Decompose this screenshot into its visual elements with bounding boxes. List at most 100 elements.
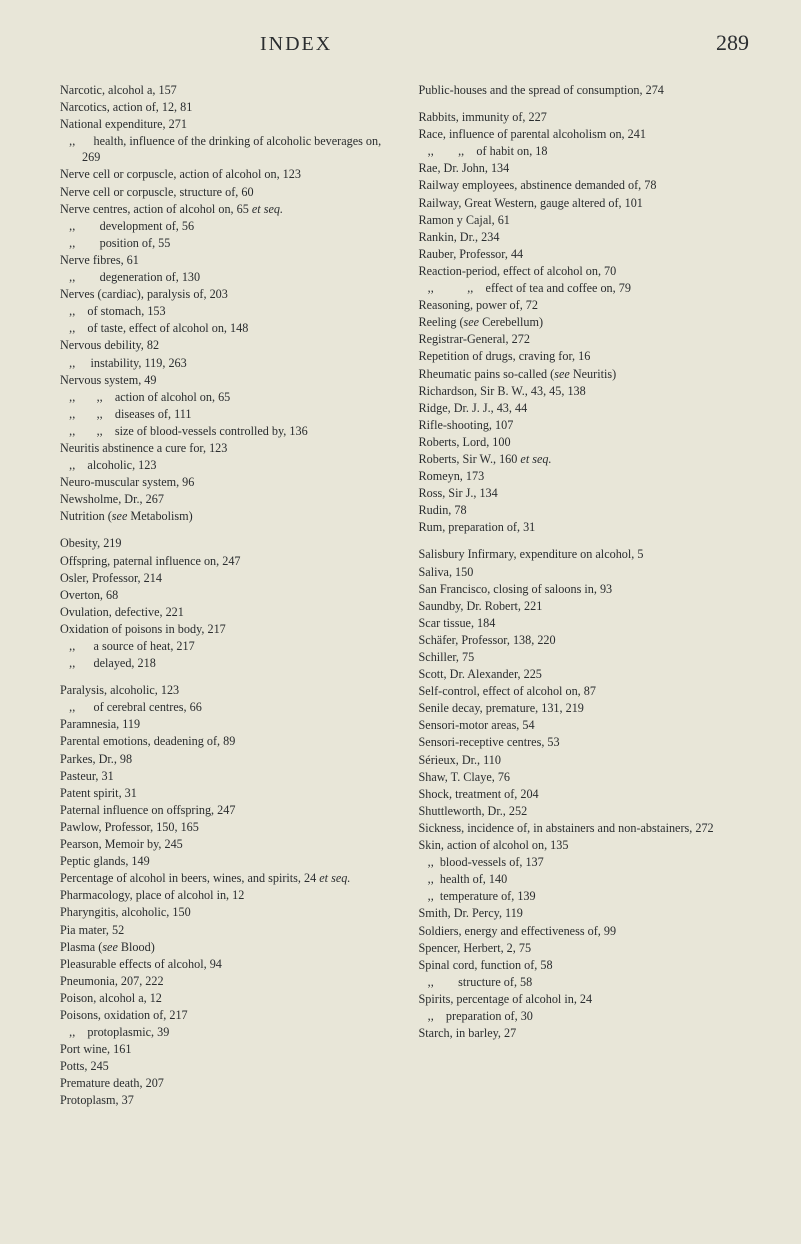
index-entry: Roberts, Lord, 100	[419, 434, 760, 450]
index-entry: Senile decay, premature, 131, 219	[419, 700, 760, 716]
index-entry: Sickness, incidence of, in abstainers an…	[419, 820, 760, 836]
index-entry: ,, preparation of, 30	[419, 1008, 760, 1024]
paragraph-gap	[60, 525, 401, 535]
index-entry: Narcotics, action of, 12, 81	[60, 99, 401, 115]
index-entry: Pneumonia, 207, 222	[60, 973, 401, 989]
index-entry: Spinal cord, function of, 58	[419, 957, 760, 973]
index-entry: Pharmacology, place of alcohol in, 12	[60, 887, 401, 903]
index-entry: Paramnesia, 119	[60, 716, 401, 732]
index-entry: Pearson, Memoir by, 245	[60, 836, 401, 852]
index-entry: Nerve fibres, 61	[60, 252, 401, 268]
index-entry: Parkes, Dr., 98	[60, 751, 401, 767]
left-column: Narcotic, alcohol a, 157Narcotics, actio…	[60, 82, 401, 1110]
paragraph-gap	[419, 99, 760, 109]
index-entry: Nervous system, 49	[60, 372, 401, 388]
index-entry: Nerve cell or corpuscle, action of alcoh…	[60, 166, 401, 182]
index-entry: Pawlow, Professor, 150, 165	[60, 819, 401, 835]
index-entry: Railway, Great Western, gauge altered of…	[419, 195, 760, 211]
index-entry: ,, temperature of, 139	[419, 888, 760, 904]
page: INDEX 289 Narcotic, alcohol a, 157Narcot…	[0, 0, 801, 1244]
index-entry: Pleasurable effects of alcohol, 94	[60, 956, 401, 972]
index-entry: Salisbury Infirmary, expenditure on alco…	[419, 546, 760, 562]
index-entry: Potts, 245	[60, 1058, 401, 1074]
index-title: INDEX	[260, 33, 332, 56]
columns: Narcotic, alcohol a, 157Narcotics, actio…	[60, 82, 759, 1110]
index-entry: Rudin, 78	[419, 502, 760, 518]
index-entry: ,, of cerebral centres, 66	[60, 699, 401, 715]
index-entry: ,, ,, action of alcohol on, 65	[60, 389, 401, 405]
index-entry: ,, alcoholic, 123	[60, 457, 401, 473]
index-entry: Nerve cell or corpuscle, structure of, 6…	[60, 184, 401, 200]
index-entry: Rifle-shooting, 107	[419, 417, 760, 433]
index-entry: Pia mater, 52	[60, 922, 401, 938]
index-entry: Rheumatic pains so-called (see Neuritis)	[419, 366, 760, 382]
index-entry: Nerve centres, action of alcohol on, 65 …	[60, 201, 401, 217]
index-entry: Reaction-period, effect of alcohol on, 7…	[419, 263, 760, 279]
index-entry: Race, influence of parental alcoholism o…	[419, 126, 760, 142]
index-entry: Saliva, 150	[419, 564, 760, 580]
index-entry: Paternal influence on offspring, 247	[60, 802, 401, 818]
index-entry: ,, ,, diseases of, 111	[60, 406, 401, 422]
index-entry: ,, position of, 55	[60, 235, 401, 251]
index-entry: ,, ,, of habit on, 18	[419, 143, 760, 159]
index-entry: Rankin, Dr., 234	[419, 229, 760, 245]
index-entry: Paralysis, alcoholic, 123	[60, 682, 401, 698]
index-entry: Pharyngitis, alcoholic, 150	[60, 904, 401, 920]
index-entry: Self-control, effect of alcohol on, 87	[419, 683, 760, 699]
index-entry: ,, of taste, effect of alcohol on, 148	[60, 320, 401, 336]
index-entry: Poisons, oxidation of, 217	[60, 1007, 401, 1023]
index-entry: Reasoning, power of, 72	[419, 297, 760, 313]
index-entry: Oxidation of poisons in body, 217	[60, 621, 401, 637]
index-entry: Sérieux, Dr., 110	[419, 752, 760, 768]
index-entry: Shock, treatment of, 204	[419, 786, 760, 802]
index-entry: Richardson, Sir B. W., 43, 45, 138	[419, 383, 760, 399]
index-entry: Port wine, 161	[60, 1041, 401, 1057]
index-entry: Ramon y Cajal, 61	[419, 212, 760, 228]
index-entry: ,, delayed, 218	[60, 655, 401, 671]
index-entry: Pasteur, 31	[60, 768, 401, 784]
index-entry: Ovulation, defective, 221	[60, 604, 401, 620]
index-entry: Schiller, 75	[419, 649, 760, 665]
index-entry: Registrar-General, 272	[419, 331, 760, 347]
index-entry: Shuttleworth, Dr., 252	[419, 803, 760, 819]
index-entry: Nerves (cardiac), paralysis of, 203	[60, 286, 401, 302]
index-entry: Shaw, T. Claye, 76	[419, 769, 760, 785]
index-entry: Reeling (see Cerebellum)	[419, 314, 760, 330]
index-entry: Scar tissue, 184	[419, 615, 760, 631]
index-entry: Smith, Dr. Percy, 119	[419, 905, 760, 921]
index-entry: Peptic glands, 149	[60, 853, 401, 869]
index-entry: Schäfer, Professor, 138, 220	[419, 632, 760, 648]
index-entry: Osler, Professor, 214	[60, 570, 401, 586]
index-entry: Premature death, 207	[60, 1075, 401, 1091]
right-column: Public-houses and the spread of consumpt…	[419, 82, 760, 1110]
index-entry: Sensori-receptive centres, 53	[419, 734, 760, 750]
index-entry: ,, ,, size of blood-vessels controlled b…	[60, 423, 401, 439]
index-entry: Nutrition (see Metabolism)	[60, 508, 401, 524]
index-entry: Skin, action of alcohol on, 135	[419, 837, 760, 853]
index-entry: Neuritis abstinence a cure for, 123	[60, 440, 401, 456]
index-entry: Spirits, percentage of alcohol in, 24	[419, 991, 760, 1007]
index-entry: Romeyn, 173	[419, 468, 760, 484]
index-entry: Soldiers, energy and effectiveness of, 9…	[419, 923, 760, 939]
index-entry: Overton, 68	[60, 587, 401, 603]
index-entry: Railway employees, abstinence demanded o…	[419, 177, 760, 193]
index-entry: ,, ,, effect of tea and coffee on, 79	[419, 280, 760, 296]
index-entry: Neuro-muscular system, 96	[60, 474, 401, 490]
index-entry: Rum, preparation of, 31	[419, 519, 760, 535]
index-entry: Obesity, 219	[60, 535, 401, 551]
index-entry: Rabbits, immunity of, 227	[419, 109, 760, 125]
index-entry: Offspring, paternal influence on, 247	[60, 553, 401, 569]
index-entry: Patent spirit, 31	[60, 785, 401, 801]
page-number: 289	[716, 30, 749, 56]
index-entry: Percentage of alcohol in beers, wines, a…	[60, 870, 401, 886]
index-entry: ,, blood-vessels of, 137	[419, 854, 760, 870]
index-entry: ,, development of, 56	[60, 218, 401, 234]
index-entry: Ross, Sir J., 134	[419, 485, 760, 501]
index-entry: ,, a source of heat, 217	[60, 638, 401, 654]
index-entry: Repetition of drugs, craving for, 16	[419, 348, 760, 364]
index-entry: ,, degeneration of, 130	[60, 269, 401, 285]
index-entry: Rauber, Professor, 44	[419, 246, 760, 262]
index-entry: Starch, in barley, 27	[419, 1025, 760, 1041]
index-entry: National expenditure, 271	[60, 116, 401, 132]
index-entry: Narcotic, alcohol a, 157	[60, 82, 401, 98]
